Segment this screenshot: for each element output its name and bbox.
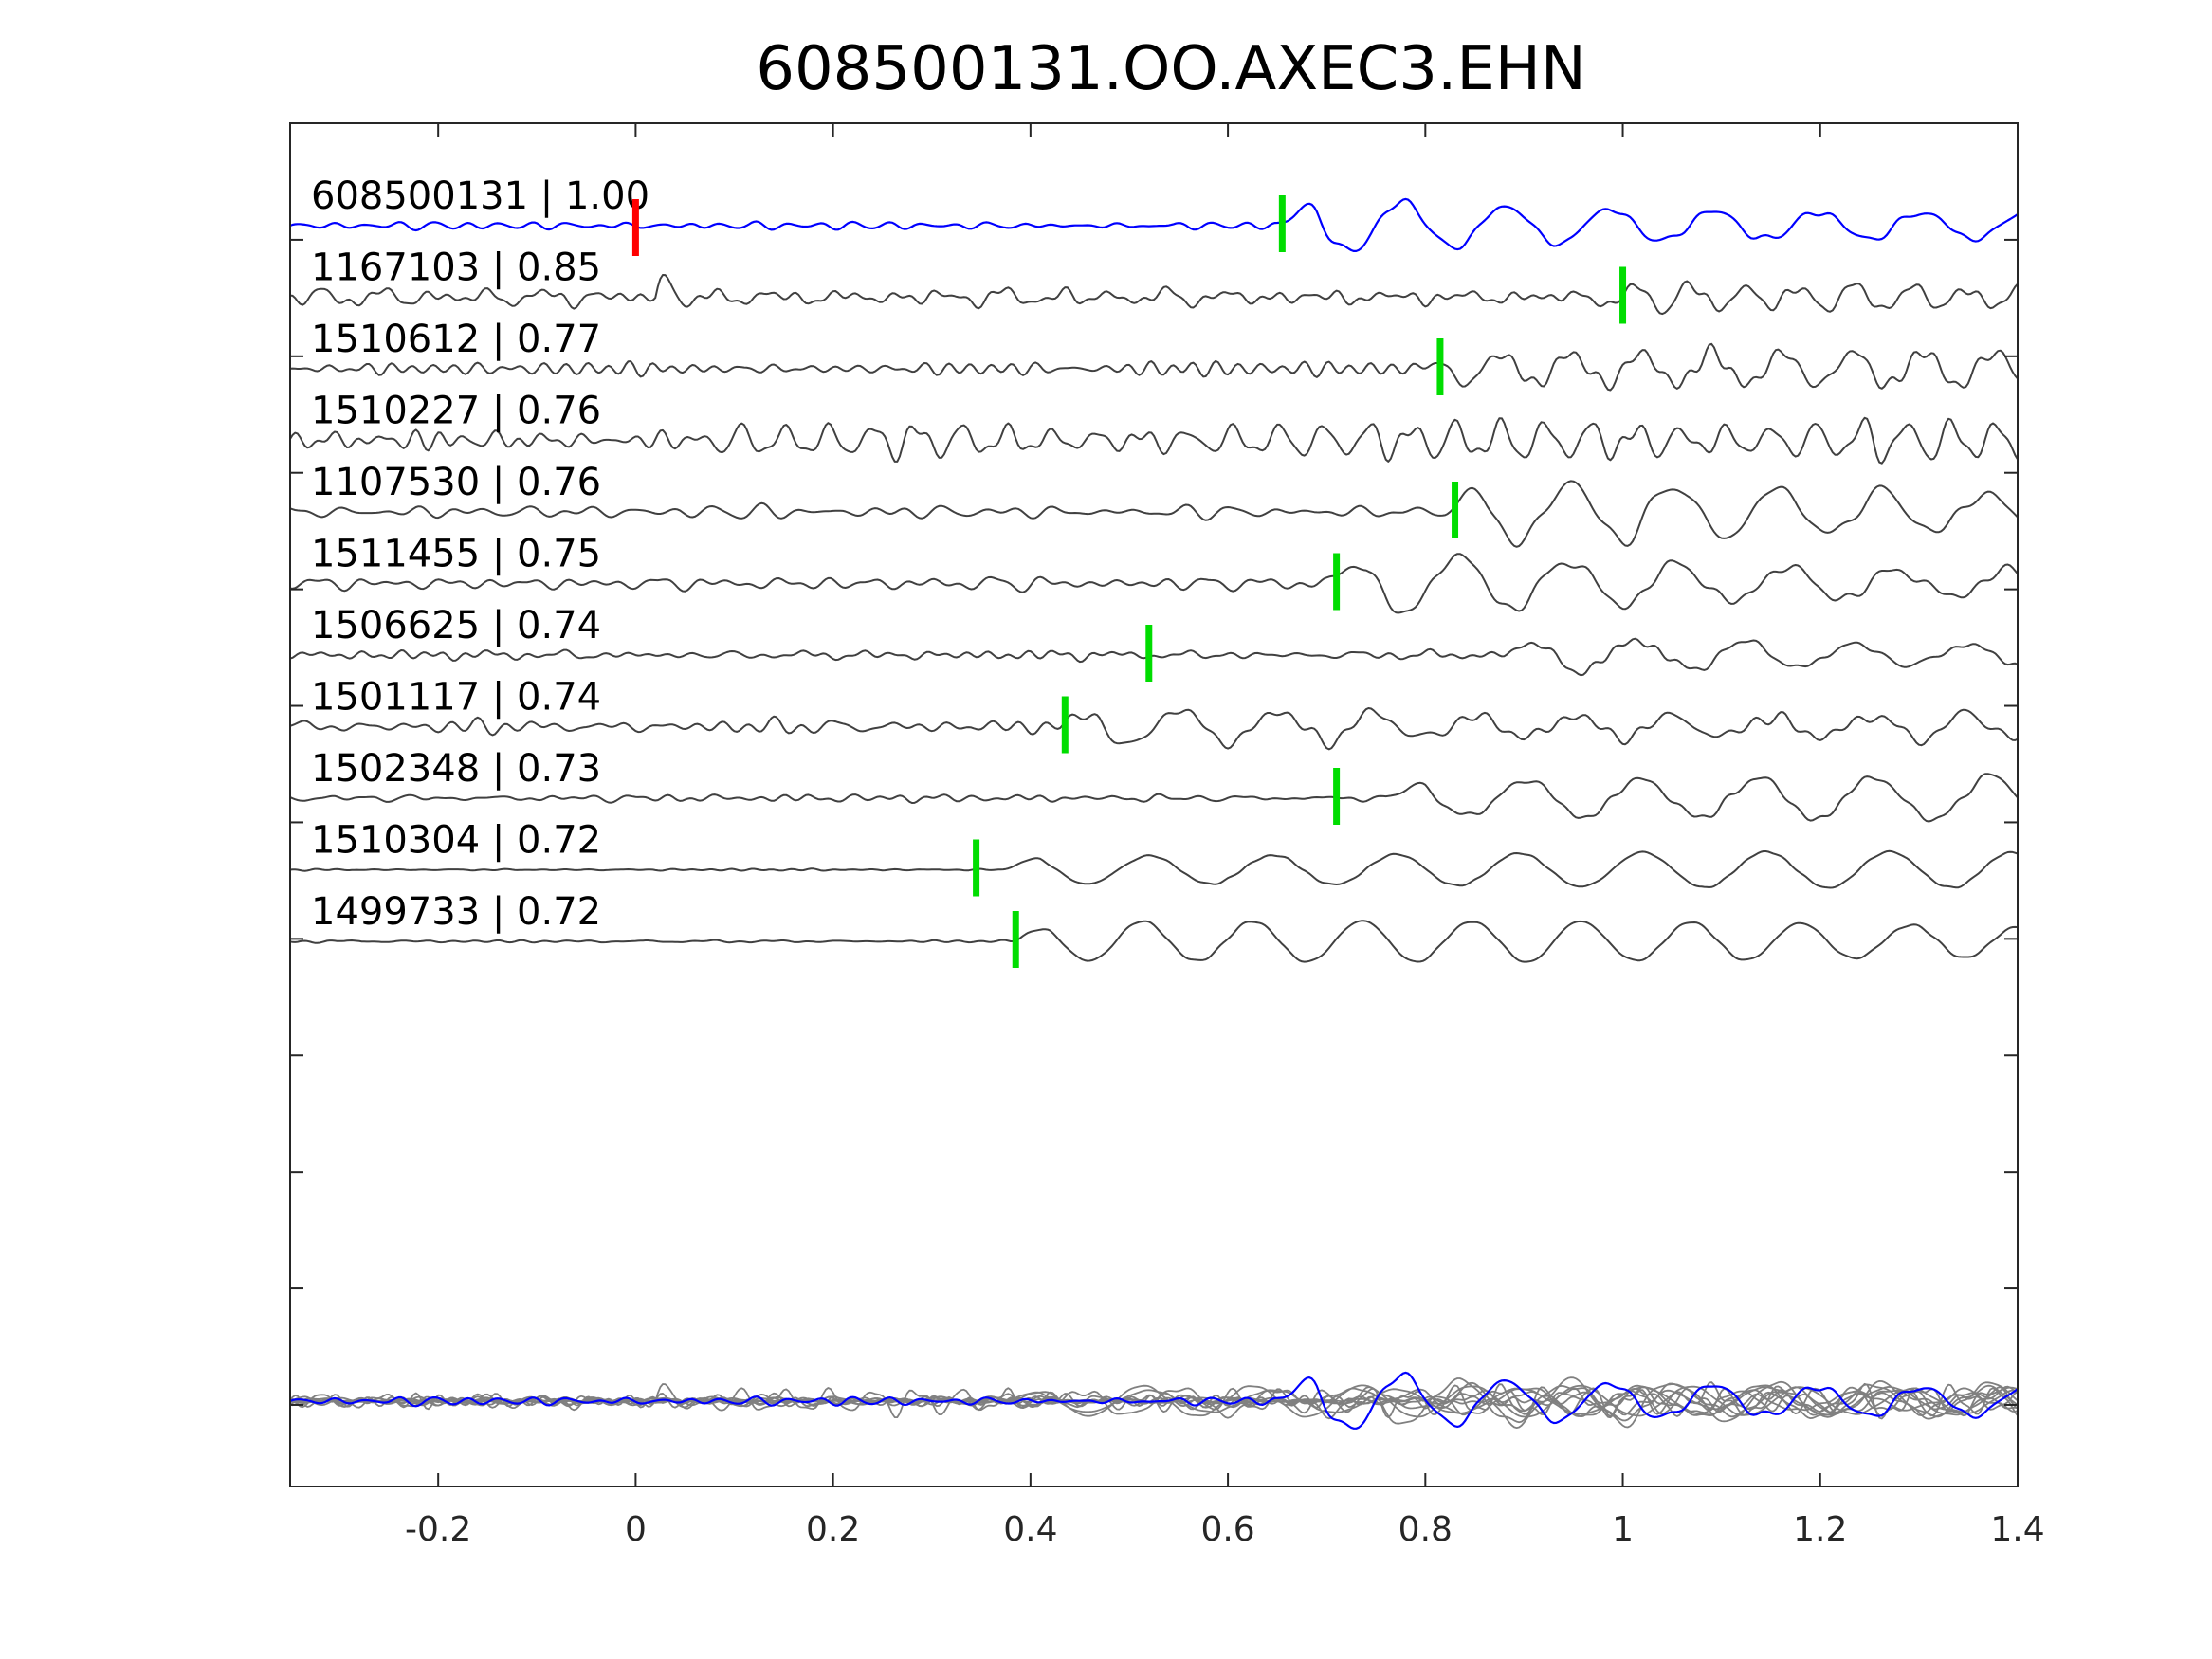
trace-label-7: 1501117 | 0.74 — [311, 676, 601, 720]
trace-line-3 — [290, 416, 2018, 465]
trace-label-10: 1499733 | 0.72 — [311, 890, 601, 934]
trace-line-2 — [290, 342, 2018, 392]
x-tick-label-2: 0.2 — [806, 1510, 860, 1549]
trace-label-5: 1511455 | 0.75 — [311, 533, 601, 576]
x-tick-label-8: 1.4 — [1990, 1510, 2044, 1549]
x-tick-label-5: 0.8 — [1398, 1510, 1453, 1549]
trace-label-3: 1510227 | 0.76 — [311, 390, 601, 433]
trace-line-10 — [290, 920, 2018, 963]
trace-line-1 — [290, 274, 2018, 316]
plot-frame — [289, 122, 2019, 1487]
x-tick-label-1: 0 — [625, 1510, 647, 1549]
x-tick-label-3: 0.4 — [1003, 1510, 1057, 1549]
trace-label-6: 1506625 | 0.74 — [311, 604, 601, 647]
stack-reference-trace — [290, 1371, 2018, 1430]
trace-line-4 — [290, 480, 2018, 548]
chart-title: 608500131.OO.AXEC3.EHN — [756, 34, 1586, 104]
trace-label-4: 1107530 | 0.76 — [311, 461, 601, 504]
axes: -0.2 0 0.2 0.4 0.6 0.8 1 1.2 1.4 — [289, 122, 2045, 1549]
x-tick-label-6: 1 — [1612, 1510, 1634, 1549]
trace-label-1: 1167103 | 0.85 — [311, 246, 601, 290]
stack-trace-3 — [290, 1382, 2018, 1420]
trace-line-5 — [290, 553, 2018, 614]
trace-line-0 — [290, 197, 2018, 252]
trace-label-9: 1510304 | 0.72 — [311, 819, 601, 863]
x-tick-label-0: -0.2 — [405, 1510, 471, 1549]
x-tick-label-4: 0.6 — [1200, 1510, 1254, 1549]
trace-label-2: 1510612 | 0.77 — [311, 318, 601, 361]
trace-line-8 — [290, 773, 2018, 823]
trace-line-9 — [290, 849, 2018, 889]
x-tick-label-7: 1.2 — [1793, 1510, 1847, 1549]
trace-line-6 — [290, 637, 2018, 677]
trace-label-0: 608500131 | 1.00 — [311, 174, 649, 218]
trace-label-8: 1502348 | 0.73 — [311, 747, 601, 791]
trace-line-7 — [290, 707, 2018, 751]
